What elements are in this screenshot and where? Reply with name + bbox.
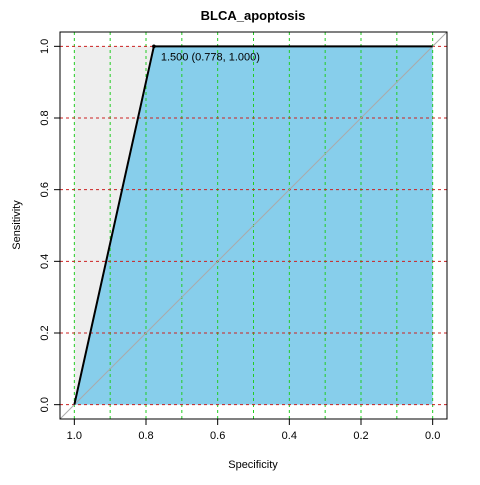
plot-area: 1.500 (0.778, 1.000): [59, 31, 448, 420]
x-tick-label: 0.0: [425, 430, 440, 442]
x-tick-label: 0.8: [138, 430, 153, 442]
y-axis-label: Sensitivity: [11, 200, 23, 250]
x-tick-label: 0.6: [210, 430, 225, 442]
y-tick-label: 1.0: [39, 39, 51, 54]
y-tick-label: 0.0: [39, 397, 51, 412]
plot-border: [59, 31, 448, 420]
chart-title: BLCA_apoptosis: [201, 8, 306, 23]
y-tick-label: 0.4: [39, 254, 51, 269]
x-tick-label: 0.4: [282, 430, 297, 442]
threshold-point: [152, 44, 156, 49]
y-tick-label: 0.2: [39, 325, 51, 340]
threshold-label: 1.500 (0.778, 1.000): [161, 51, 260, 63]
chance-line: [59, 31, 448, 420]
x-axis-label: Specificity: [228, 459, 278, 471]
x-tick-label: 1.0: [67, 430, 82, 442]
y-tick-label: 0.6: [39, 182, 51, 197]
x-tick-label: 0.2: [353, 430, 368, 442]
y-tick-label: 0.8: [39, 110, 51, 125]
